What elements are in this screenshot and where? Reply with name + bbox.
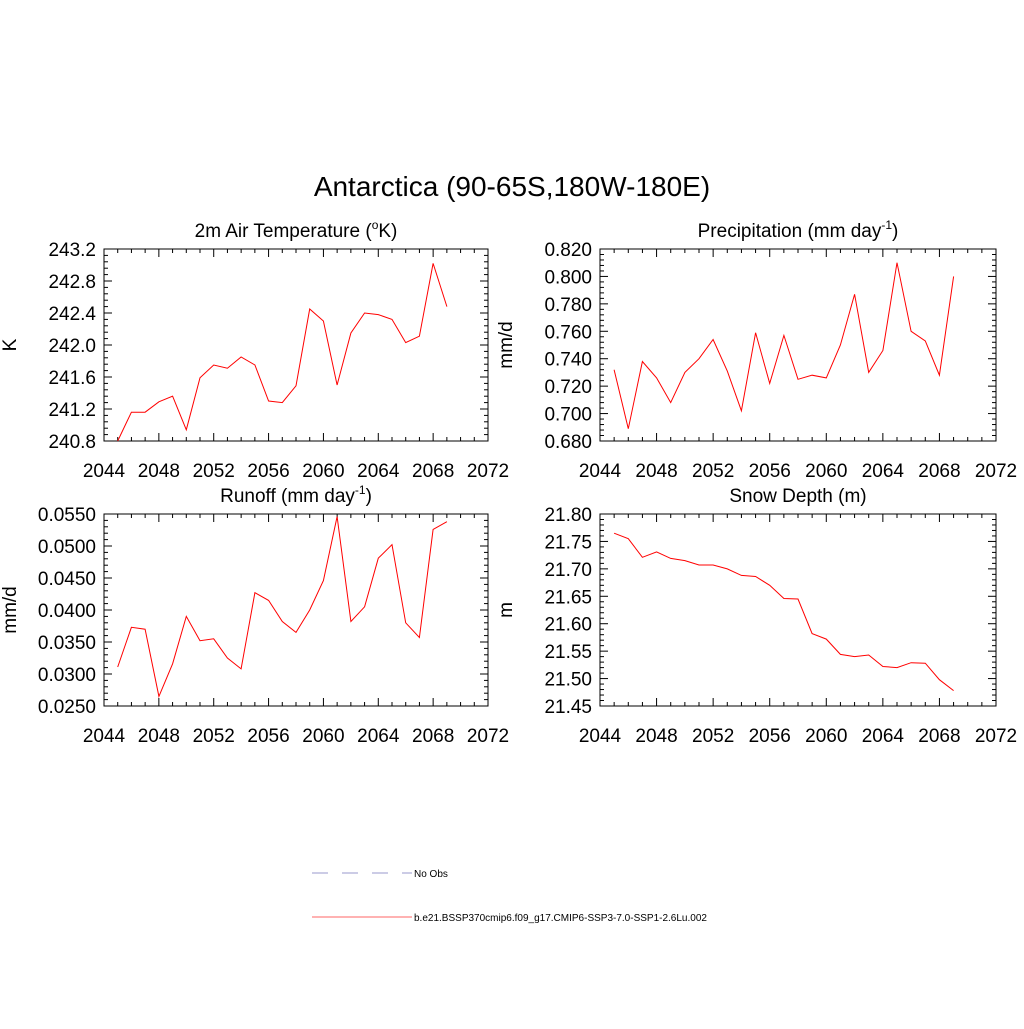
y-tick-label: 242.4: [48, 304, 96, 325]
series-line: [117, 516, 448, 699]
panel-precip: Precipitation (mm day-1) 2044 2048 2052 2056…: [496, 218, 1017, 482]
y-tick-label: 21.55: [544, 642, 592, 663]
x-tick-label: 2044: [83, 461, 126, 482]
y-axis-label: mm/d: [0, 586, 21, 634]
panel-title-text: Precipitation (mm day: [698, 221, 882, 242]
y-tick-label: 0.0350: [38, 633, 96, 654]
panel-title-text: Runoff (mm day: [220, 486, 355, 507]
x-tick-label: 2056: [749, 461, 791, 482]
figure-title: Antarctica (90-65S,180W-180E): [314, 171, 710, 202]
panel-title: Runoff (mm day-1): [220, 483, 372, 507]
panel-title-superscript: -1: [881, 218, 892, 232]
y-tick-label: 241.6: [48, 368, 96, 389]
x-tick-label: 2060: [805, 726, 847, 747]
y-tick-label: 21.80: [544, 505, 592, 526]
x-tick-label: 2048: [635, 726, 677, 747]
y-tick-label: 21.60: [544, 615, 592, 636]
x-tick-label: 2060: [302, 461, 344, 482]
y-tick-label: 241.2: [48, 400, 96, 421]
panel-title-suffix: ): [366, 486, 372, 507]
legend-label-2: b.e21.BSSP370cmip6.f09_g17.CMIP6-SSP3-7.…: [414, 913, 707, 924]
y-tick-label: 0.680: [544, 432, 592, 453]
x-tick-label: 2060: [805, 461, 847, 482]
x-tick-label: 2064: [862, 461, 905, 482]
y-tick-label: 21.45: [544, 697, 592, 718]
x-tick-label: 2072: [467, 726, 509, 747]
panel-title-superscript: o: [372, 218, 379, 232]
x-tick-label: 2064: [357, 461, 400, 482]
x-tick-label: 2064: [862, 726, 905, 747]
legend-label-1: No Obs: [414, 869, 448, 880]
y-tick-label: 0.700: [544, 405, 592, 426]
series-line: [117, 263, 448, 442]
panel-title: Snow Depth (m): [729, 486, 866, 507]
y-tick-label: 0.0550: [38, 505, 96, 526]
panel-title-superscript: -1: [355, 483, 366, 497]
x-tick-label: 2068: [412, 461, 454, 482]
y-tick-label: 0.0400: [38, 601, 96, 622]
panel-temp: 2m Air Temperature (oK) 2044 2048 2052 2056 2…: [0, 218, 509, 482]
x-tick-label: 2052: [193, 726, 235, 747]
y-tick-label: 0.800: [544, 267, 592, 288]
legend: No Obs b.e21.BSSP370cmip6.f09_g17.CMIP6-S…: [312, 869, 707, 924]
x-tick-label: 2072: [975, 461, 1017, 482]
plot-frame: [103, 513, 489, 707]
panels: 2m Air Temperature (oK)2044 2048 2052 2056 2…: [0, 218, 1017, 747]
x-tick-label: 2068: [918, 461, 960, 482]
y-tick-label: 21.65: [544, 587, 592, 608]
y-tick-label: 21.50: [544, 670, 592, 691]
x-tick-label: 2072: [975, 726, 1017, 747]
y-tick-label: 0.0300: [38, 665, 96, 686]
series-line: [613, 532, 954, 691]
x-tick-label: 2068: [918, 726, 960, 747]
x-tick-label: 2056: [247, 726, 289, 747]
panel-runoff: Runoff (mm day-1) 2044 2048 2052 2056 2060 206…: [0, 483, 509, 747]
y-tick-label: 0.0250: [38, 697, 96, 718]
plot-frame: [599, 513, 997, 707]
x-tick-label: 2060: [302, 726, 344, 747]
x-tick-label: 2056: [749, 726, 791, 747]
y-tick-label: 0.820: [544, 240, 592, 261]
x-tick-label: 2044: [579, 461, 622, 482]
x-tick-label: 2064: [357, 726, 400, 747]
x-tick-label: 2048: [138, 726, 180, 747]
y-tick-label: 0.0450: [38, 569, 96, 590]
y-axis-label: m: [496, 602, 517, 618]
y-axis-label: mm/d: [496, 321, 517, 369]
x-tick-label: 2052: [692, 726, 734, 747]
x-tick-label: 2048: [635, 461, 677, 482]
y-axis-label: K: [0, 338, 21, 351]
y-tick-label: 0.720: [544, 377, 592, 398]
y-tick-label: 21.70: [544, 560, 592, 581]
panel-title-suffix: K): [378, 221, 397, 242]
panel-title-text: Snow Depth (m): [729, 486, 866, 507]
y-tick-label: 0.740: [544, 350, 592, 371]
y-tick-label: 243.2: [48, 240, 96, 261]
plot-frame: [599, 248, 997, 442]
y-tick-label: 0.0500: [38, 537, 96, 558]
series-line: [613, 262, 955, 429]
x-tick-label: 2048: [138, 461, 180, 482]
x-tick-label: 2044: [83, 726, 126, 747]
y-tick-label: 0.780: [544, 295, 592, 316]
x-tick-label: 2044: [579, 726, 622, 747]
x-tick-label: 2056: [247, 461, 289, 482]
panel-title-suffix: ): [892, 221, 898, 242]
panel-title: 2m Air Temperature (oK): [195, 218, 398, 242]
y-tick-label: 242.0: [48, 336, 96, 357]
x-tick-label: 2052: [193, 461, 235, 482]
x-tick-label: 2072: [467, 461, 509, 482]
y-tick-label: 242.8: [48, 272, 96, 293]
panel-title-text: 2m Air Temperature (: [195, 221, 373, 242]
y-tick-label: 0.760: [544, 322, 592, 343]
y-tick-label: 21.75: [544, 532, 592, 553]
x-tick-label: 2052: [692, 461, 734, 482]
panel-title: Precipitation (mm day-1): [698, 218, 899, 242]
x-tick-label: 2068: [412, 726, 454, 747]
panel-snow: Snow Depth (m) 2044 2048 2052 2056 2060 2064 20…: [496, 486, 1017, 747]
y-tick-label: 240.8: [48, 432, 96, 453]
